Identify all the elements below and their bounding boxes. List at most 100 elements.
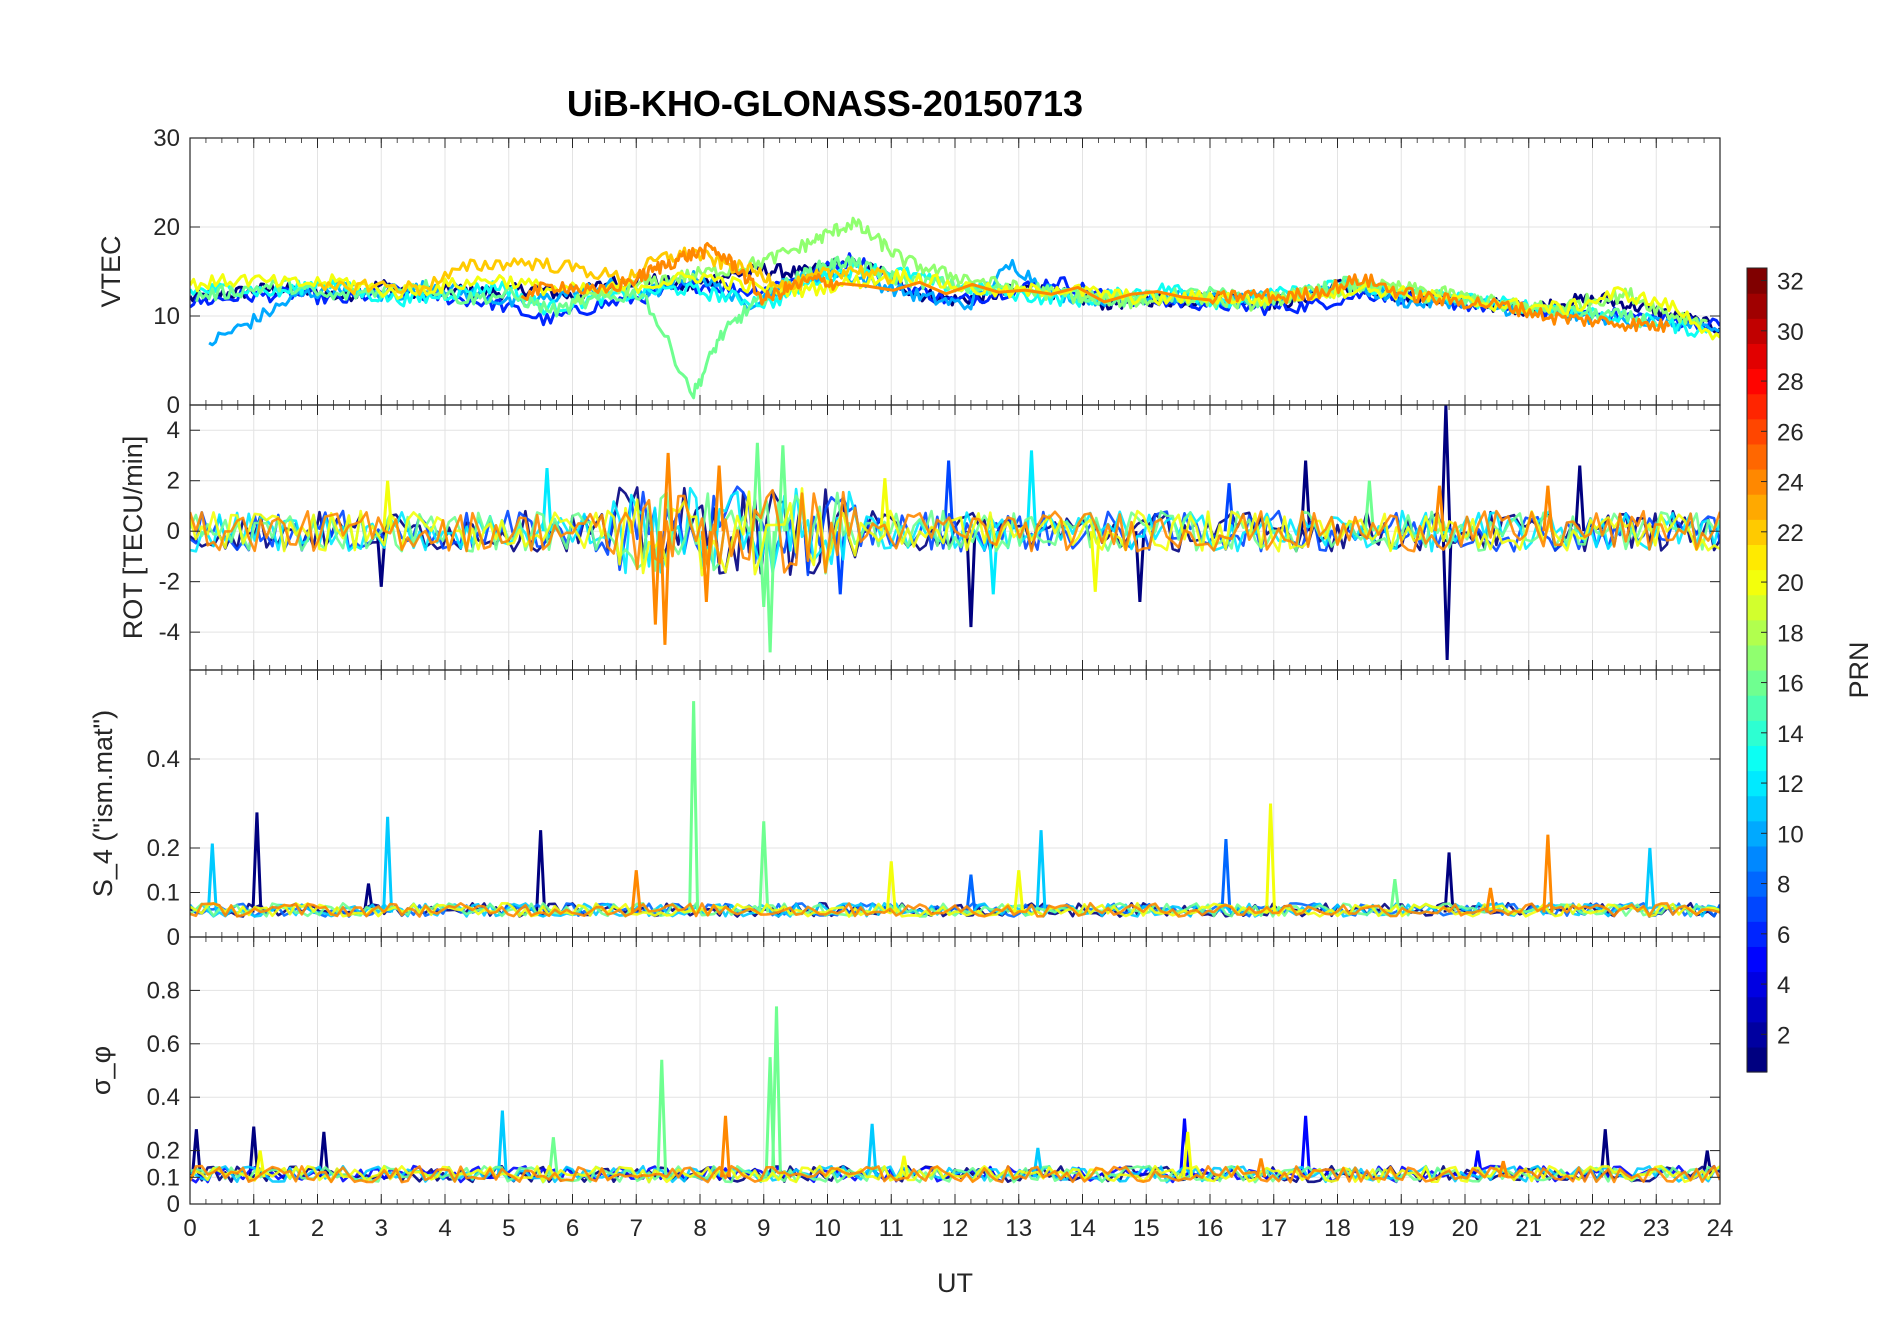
ytick-label: 0.6 [147, 1031, 180, 1058]
ytick-label: 0.2 [147, 1138, 180, 1165]
colorbar-tick-label: 22 [1777, 520, 1804, 547]
spike-prn-11 [1646, 848, 1654, 913]
colorbar-segment [1747, 745, 1767, 771]
colorbar-label: PRN [1844, 641, 1874, 698]
colorbar-tick-label: 16 [1777, 671, 1804, 698]
colorbar-segment [1747, 394, 1767, 420]
y-axis-label-panel-2: ROT [TECU/min] [118, 436, 148, 640]
xtick-label: 6 [566, 1215, 579, 1242]
colorbar-segment [1747, 946, 1767, 972]
ytick-label: 0.8 [147, 977, 180, 1004]
ytick-label: 0.1 [147, 1164, 180, 1191]
xtick-label: 9 [757, 1215, 770, 1242]
colorbar-segment [1747, 796, 1767, 822]
spike-prn-24 [1544, 835, 1552, 913]
ytick-label: 0 [167, 392, 180, 419]
ytick-label: 0.2 [147, 835, 180, 862]
xtick-label: 3 [375, 1215, 388, 1242]
ytick-label: 0.1 [147, 880, 180, 907]
xtick-label: 5 [502, 1215, 515, 1242]
colorbar-tick-label: 8 [1777, 872, 1790, 899]
colorbar-segment [1747, 444, 1767, 470]
spike-prn-16 [690, 701, 698, 912]
ytick-label: 0 [167, 924, 180, 951]
xtick-label: 4 [438, 1215, 451, 1242]
colorbar-tick-label: 24 [1777, 470, 1804, 497]
colorbar-segment [1747, 293, 1767, 319]
ytick-label: -4 [159, 619, 180, 646]
ytick-label: -2 [159, 569, 180, 596]
colorbar-tick-label: 6 [1777, 922, 1790, 949]
x-tick-labels: 0 1 2 3 4 5 6 7 8 9 10 11 12 13 14 15 16 17 18 19 20 21 22 23 24 [183, 1215, 1733, 1242]
colorbar-segment [1747, 595, 1767, 621]
colorbar-segment [1747, 645, 1767, 671]
y-axis-label-panel-3: S_4 ("ism.mat") [88, 710, 118, 897]
xtick-label: 11 [879, 1215, 904, 1242]
ytick-label: 0 [167, 1191, 180, 1218]
colorbar-tick-label: 4 [1777, 972, 1790, 999]
xtick-label: 21 [1515, 1215, 1542, 1242]
grid-panel-4 [190, 937, 1720, 1204]
spike-prn-11 [1037, 830, 1045, 912]
y-axis-label-panel-1: VTEC [96, 235, 126, 307]
xtick-label: 13 [1005, 1215, 1032, 1242]
xtick-label: 16 [1197, 1215, 1224, 1242]
ytick-label: 30 [153, 125, 180, 152]
xtick-label: 17 [1260, 1215, 1287, 1242]
xtick-label: 15 [1133, 1215, 1160, 1242]
colorbar-segment [1747, 494, 1767, 520]
xtick-label: 7 [630, 1215, 643, 1242]
ytick-label: 0 [167, 518, 180, 545]
chart-title: UiB-KHO-GLONASS-20150713 [567, 83, 1083, 124]
xtick-label: 23 [1643, 1215, 1670, 1242]
spike-prn-1 [537, 830, 545, 912]
spike-prn-16 [658, 1060, 666, 1177]
colorbar-segment [1747, 343, 1767, 369]
ytick-label: 4 [167, 417, 180, 444]
xtick-label: 20 [1452, 1215, 1479, 1242]
colorbar-segment [1747, 695, 1767, 721]
xtick-label: 8 [693, 1215, 706, 1242]
ytick-label: 2 [167, 468, 180, 495]
colorbar-tick-label: 12 [1777, 771, 1804, 798]
xtick-label: 18 [1324, 1215, 1351, 1242]
colorbar-tick-label: 2 [1777, 1022, 1790, 1049]
spike-prn-1 [1576, 466, 1584, 532]
colorbar-segment [1747, 1047, 1767, 1073]
x-axis-label: UT [937, 1268, 973, 1298]
y-axis-label-panel-4: σ_φ [86, 1046, 116, 1095]
panels: 0102030VTEC-4-2024ROT [TECU/min]00.10.20… [86, 125, 1733, 1242]
colorbar-tick-label: 14 [1777, 721, 1804, 748]
xtick-label: 24 [1707, 1215, 1734, 1242]
ytick-label: 0.4 [147, 1084, 180, 1111]
xtick-label: 22 [1579, 1215, 1606, 1242]
colorbar-segment [1747, 896, 1767, 922]
ytick-label: 20 [153, 214, 180, 241]
xtick-label: 10 [814, 1215, 841, 1242]
panel-2: -4 -2 0 2 4 ROT [TECU/min] [118, 405, 1720, 670]
series-prn-16 [196, 257, 1656, 398]
spike-prn-8 [1222, 839, 1230, 912]
xtick-label: 0 [183, 1215, 196, 1242]
xtick-label: 1 [247, 1215, 260, 1242]
spike-prn-24 [664, 453, 672, 531]
colorbar-tick-label: 20 [1777, 570, 1804, 597]
colorbar-tick-label: 32 [1777, 269, 1804, 296]
spike-prn-1 [1136, 531, 1144, 602]
colorbar-tick-label: 30 [1777, 319, 1804, 346]
colorbar-segment [1747, 997, 1767, 1023]
colorbar-segment [1747, 846, 1767, 872]
ytick-label: 10 [153, 303, 180, 330]
xtick-label: 12 [942, 1215, 969, 1242]
colorbar-tick-label: 18 [1777, 620, 1804, 647]
panel-1: 0 10 20 30 VTEC [96, 125, 1720, 419]
xtick-label: 19 [1388, 1215, 1415, 1242]
spike-prn-1 [1443, 531, 1451, 660]
panel-3: 00.10.20.4S_4 ("ism.mat") [88, 670, 1720, 951]
spike-prn-16 [766, 1057, 774, 1177]
colorbar-tick-label: 10 [1777, 821, 1804, 848]
spike-prn-11 [208, 844, 216, 913]
colorbar-segment [1747, 544, 1767, 570]
